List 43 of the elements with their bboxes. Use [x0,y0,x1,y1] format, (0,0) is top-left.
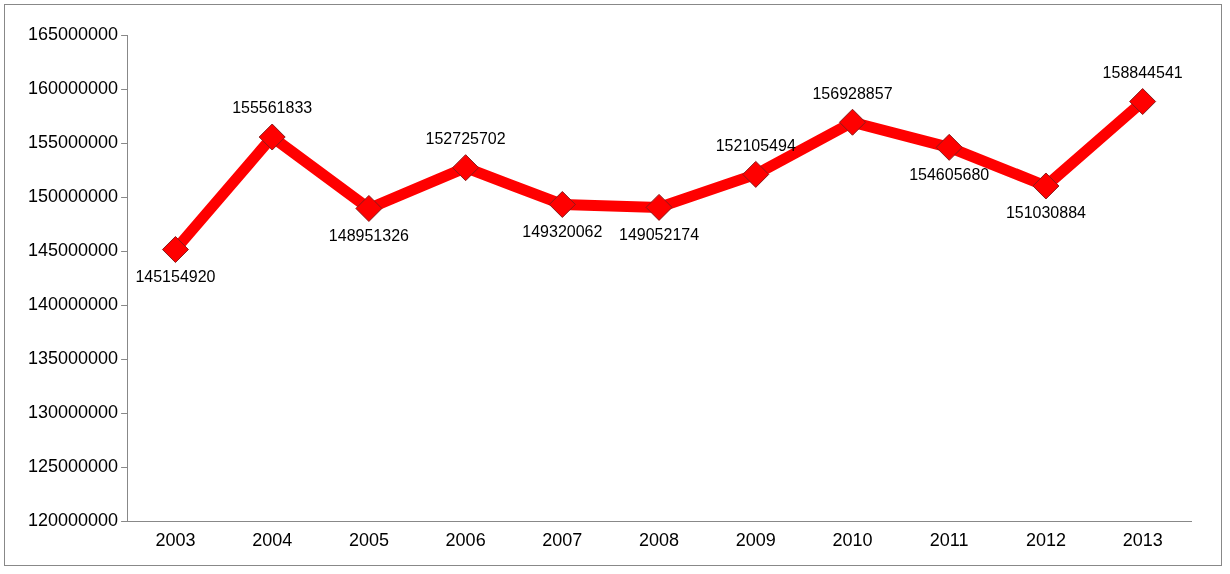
data-label: 154605680 [909,165,990,183]
x-tick-label: 2011 [929,530,969,551]
x-tick-label: 2010 [832,530,873,551]
data-label: 158844541 [1102,63,1183,81]
point [1032,172,1060,200]
point [355,194,383,222]
point [161,236,189,263]
y-tick-label: 120000000 [27,510,119,531]
x-tick-label: 2003 [155,530,196,551]
data-label: 149052174 [619,225,700,243]
y-tick-label: 160000000 [27,78,119,99]
point [645,193,673,221]
x-tick-label: 2007 [542,530,583,551]
x-tick-label: 2005 [348,530,389,551]
point [452,154,480,182]
point [1129,88,1157,116]
y-tick-label: 155000000 [27,132,119,153]
x-tick-label: 2008 [639,530,680,551]
point [258,123,286,151]
x-tick-label: 2006 [445,530,486,551]
data-label: 149320062 [522,222,603,240]
point [935,133,963,161]
point [838,108,866,136]
x-tick-label: 2004 [252,530,293,551]
y-tick-label: 125000000 [27,456,119,477]
data-label: 152725702 [425,130,506,148]
x-tick-label: 2013 [1122,530,1163,551]
point [548,190,576,218]
data-label: 152105494 [715,136,796,154]
y-tick-label: 165000000 [27,23,119,44]
y-tick-label: 150000000 [27,186,119,207]
data-label: 156928857 [812,84,893,102]
x-tick-label: 2009 [735,530,776,551]
y-tick-label: 135000000 [27,348,119,369]
data-label: 151030884 [1005,204,1087,222]
y-tick-label: 130000000 [27,402,119,423]
point [742,160,770,188]
data-label: 148951326 [328,226,410,244]
x-tick-label: 2012 [1025,530,1066,551]
y-tick-label: 145000000 [27,240,119,261]
data-label: 155561833 [232,99,313,117]
data-label: 145154920 [135,267,216,285]
y-tick-label: 140000000 [27,294,119,315]
